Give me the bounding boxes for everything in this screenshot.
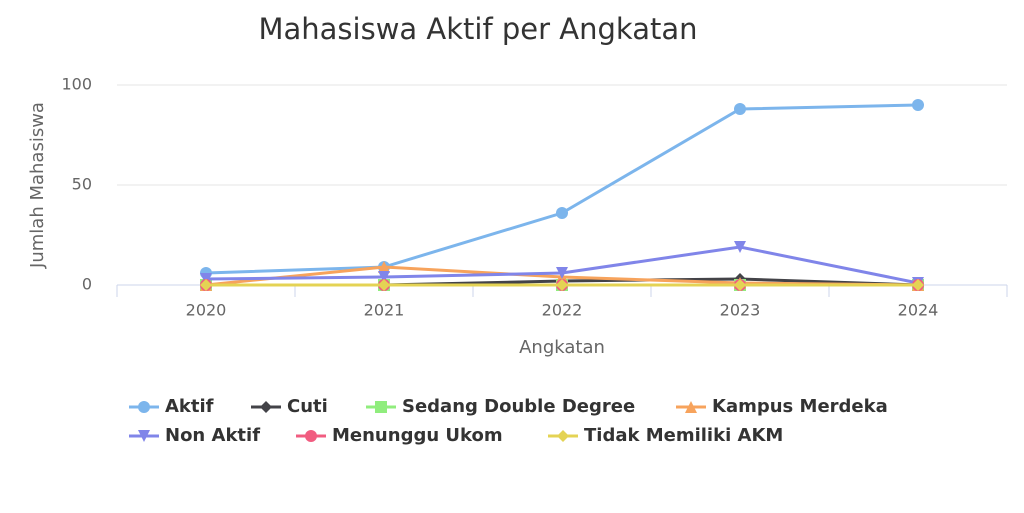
legend-item[interactable]: Aktif <box>128 393 214 420</box>
legend-symbol <box>366 401 396 413</box>
legend-item[interactable]: Sedang Double Degree <box>365 393 635 420</box>
legend-item[interactable]: Cuti <box>250 393 328 420</box>
marker <box>557 430 569 442</box>
marker <box>378 279 390 291</box>
legend-symbol <box>676 401 706 413</box>
legend-symbol <box>296 430 326 442</box>
legend-symbol <box>129 430 159 442</box>
marker <box>375 401 387 413</box>
legend-label: Aktif <box>165 396 214 417</box>
legend-symbol <box>548 430 578 442</box>
x-tick-label: 2020 <box>186 301 227 320</box>
marker <box>138 430 150 442</box>
x-tick-label: 2021 <box>364 301 405 320</box>
legend-label: Tidak Memiliki AKM <box>584 425 784 446</box>
marker <box>138 401 150 413</box>
marker <box>305 430 317 442</box>
legend-label: Non Aktif <box>165 425 261 446</box>
marker <box>556 279 568 291</box>
marker <box>734 279 746 291</box>
marker <box>556 207 568 219</box>
legend-item[interactable]: Tidak Memiliki AKM <box>547 422 783 449</box>
legend-item[interactable]: Non Aktif <box>128 422 260 449</box>
marker <box>378 271 390 283</box>
marker <box>685 401 697 413</box>
marker <box>260 401 272 413</box>
x-tick-label: 2022 <box>542 301 583 320</box>
y-tick-label: 50 <box>72 175 92 194</box>
legend-symbol <box>129 401 159 413</box>
legend-item[interactable]: Kampus Merdeka <box>675 393 888 420</box>
marker <box>912 279 924 291</box>
legend-item[interactable]: Menunggu Ukom <box>295 422 503 449</box>
x-tick-label: 2024 <box>898 301 939 320</box>
y-axis-title: Jumlah Mahasiswa <box>27 102 48 269</box>
marker <box>200 279 212 291</box>
marker <box>912 99 924 111</box>
marker <box>378 261 390 273</box>
legend-label: Sedang Double Degree <box>402 396 636 417</box>
y-tick-label: 0 <box>82 275 92 294</box>
x-axis-title: Angkatan <box>519 337 605 358</box>
legend-label: Kampus Merdeka <box>712 396 888 417</box>
marker <box>734 241 746 253</box>
legend-label: Cuti <box>287 396 328 417</box>
series-line <box>205 103 919 275</box>
marker <box>734 103 746 115</box>
marker <box>556 267 568 279</box>
y-tick-label: 100 <box>61 75 92 94</box>
legend-label: Menunggu Ukom <box>332 425 503 446</box>
x-tick-label: 2023 <box>720 301 761 320</box>
legend-symbol <box>251 401 281 413</box>
chart-title: Mahasiswa Aktif per Angkatan <box>258 12 697 46</box>
